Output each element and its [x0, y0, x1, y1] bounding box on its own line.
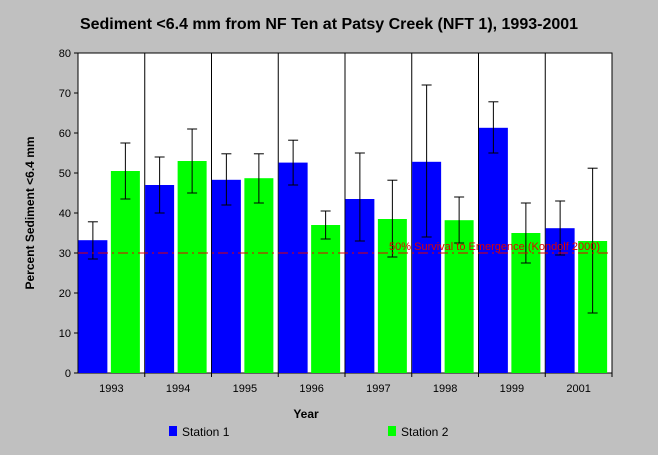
- reference-line-label: 50% Survival to Emergence (Kondolf 2000): [389, 241, 600, 253]
- y-tick-label: 70: [59, 88, 71, 100]
- x-tick-label: 1999: [500, 383, 524, 395]
- bar-station-2-1994: [177, 161, 207, 373]
- bar-station-1-1996: [278, 162, 308, 373]
- y-axis: 0 10 20 30 40 50 60 70 80: [59, 48, 78, 380]
- chart-title: Sediment <6.4 mm from NF Ten at Patsy Cr…: [80, 16, 578, 33]
- y-tick-label: 50: [59, 168, 71, 180]
- y-tick-label: 10: [59, 328, 71, 340]
- bar-station-1-1994: [145, 185, 175, 373]
- bar-station-2-1995: [244, 178, 274, 373]
- legend: Station 1 Station 2: [169, 425, 449, 439]
- bar-station-2-1998: [444, 220, 474, 373]
- legend-swatch-station-2: [388, 426, 396, 436]
- bar-station-1-1993: [78, 240, 108, 373]
- x-tick-label: 1996: [299, 383, 323, 395]
- bar-station-2-1993: [110, 171, 140, 373]
- x-tick-label: 2001: [566, 383, 590, 395]
- y-tick-label: 40: [59, 208, 71, 220]
- x-tick-label: 1995: [233, 383, 257, 395]
- y-tick-label: 30: [59, 248, 71, 260]
- x-axis: 1993 1994 1995 1996 1997 1998 1999 2001: [99, 373, 613, 395]
- legend-label-station-2: Station 2: [401, 425, 449, 439]
- y-axis-label: Percent Sediment <6.4 mm: [23, 136, 37, 289]
- legend-label-station-1: Station 1: [182, 425, 230, 439]
- gridlines: [144, 53, 546, 373]
- x-tick-label: 1998: [433, 383, 457, 395]
- x-tick-label: 1997: [366, 383, 390, 395]
- y-tick-label: 60: [59, 128, 71, 140]
- y-tick-label: 20: [59, 288, 71, 300]
- bar-station-1-1999: [478, 127, 508, 373]
- reference-line-group: 50% Survival to Emergence (Kondolf 2000): [78, 241, 612, 254]
- bar-station-2-1996: [311, 225, 341, 373]
- x-tick-label: 1993: [99, 383, 123, 395]
- bar-station-1-1995: [211, 179, 241, 373]
- y-tick-label: 80: [59, 48, 71, 60]
- x-axis-label: Year: [293, 407, 319, 421]
- x-tick-label: 1994: [166, 383, 190, 395]
- legend-swatch-station-1: [169, 426, 177, 436]
- y-tick-label: 0: [65, 368, 71, 380]
